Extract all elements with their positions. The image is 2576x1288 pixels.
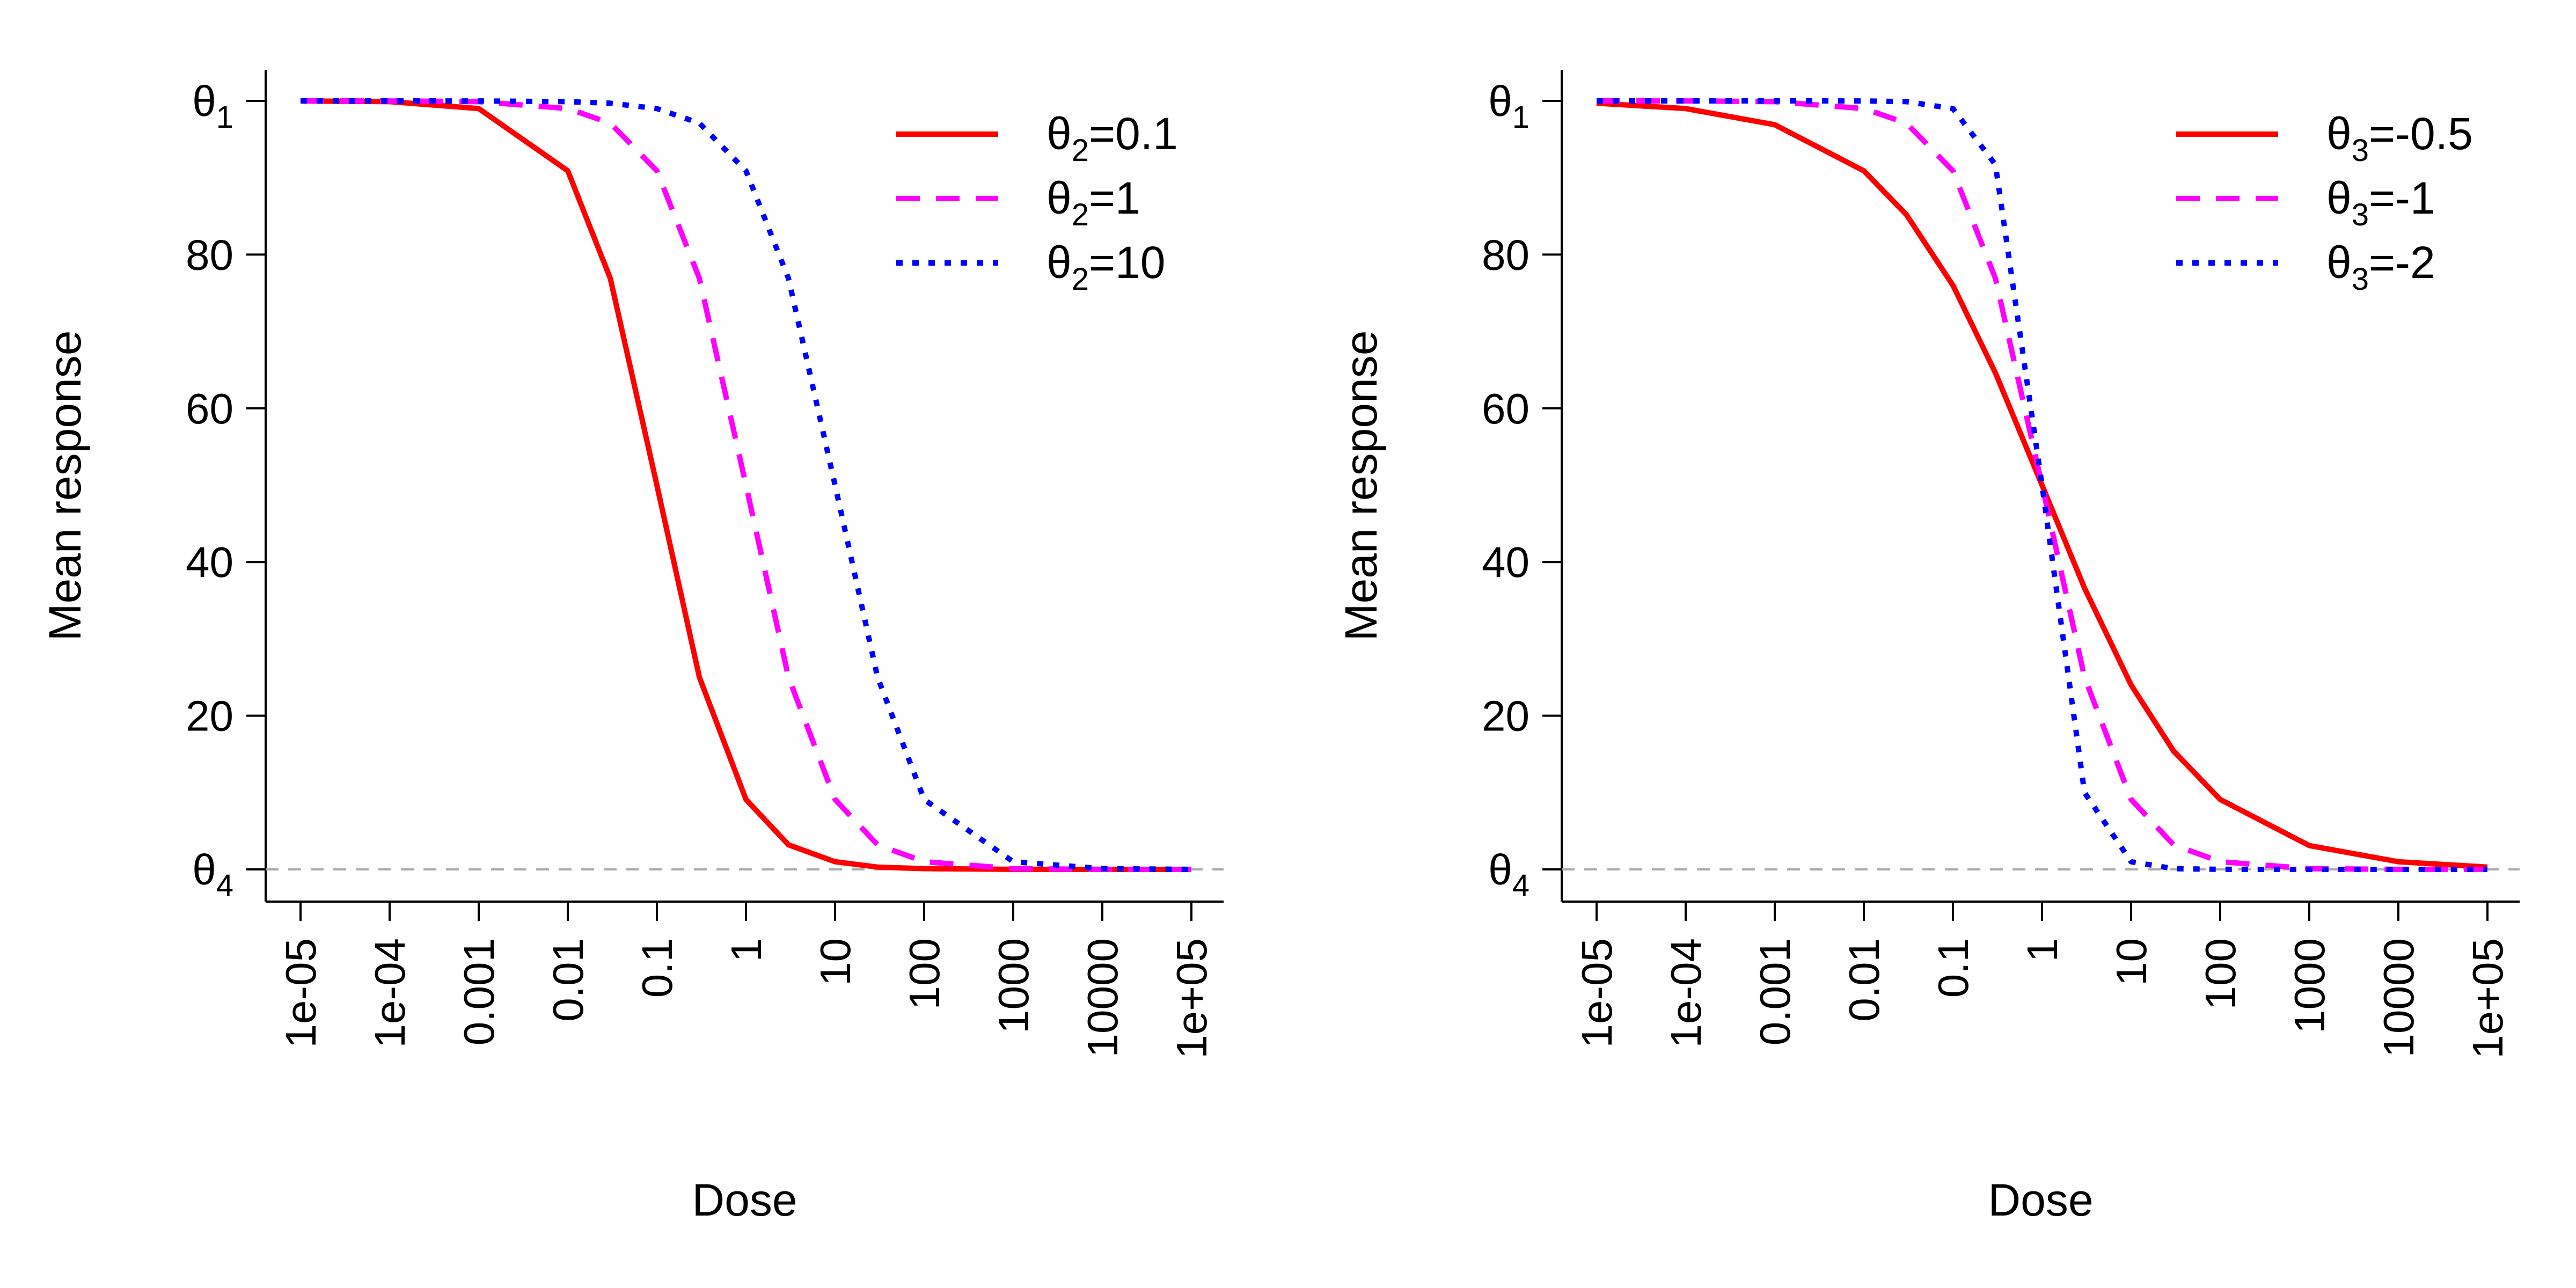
x-tick-label: 100 bbox=[2197, 938, 2244, 1009]
legend-label-0: θ3=-0.5 bbox=[2326, 108, 2473, 168]
x-axis-title: Dose bbox=[1988, 1175, 2093, 1225]
theta-subscript: 2 bbox=[1072, 197, 1089, 232]
theta-symbol: θ bbox=[192, 77, 216, 125]
x-tick-label: 1e-04 bbox=[1662, 938, 1710, 1048]
x-tick-label: 1000 bbox=[2286, 938, 2333, 1034]
y-tick-label: 80 bbox=[1482, 231, 1529, 279]
series-line-0 bbox=[1596, 100, 2488, 870]
legend-value: =-1 bbox=[2369, 173, 2435, 223]
theta-symbol: θ bbox=[2326, 108, 2352, 159]
legend-label-2: θ3=-2 bbox=[2326, 237, 2435, 297]
y-axis-title: Mean response bbox=[1336, 330, 1386, 641]
theta-symbol: θ bbox=[2326, 173, 2352, 223]
legend-label-1: θ2=1 bbox=[1046, 173, 1140, 232]
theta-subscript: 4 bbox=[216, 868, 233, 903]
series-line-0 bbox=[300, 98, 1191, 872]
y-tick-label: 80 bbox=[186, 231, 233, 279]
legend-value: =1 bbox=[1089, 173, 1140, 223]
x-tick-label: 0.1 bbox=[633, 938, 681, 998]
x-tick-label: 10000 bbox=[1079, 938, 1126, 1057]
legend-value: =10 bbox=[1089, 237, 1166, 288]
x-tick-label: 1e-05 bbox=[277, 938, 325, 1048]
x-tick-label: 1e+05 bbox=[1168, 938, 1216, 1059]
theta-subscript: 3 bbox=[2352, 262, 2369, 297]
theta-symbol: θ bbox=[1046, 237, 1072, 288]
x-tick-label: 1 bbox=[2018, 938, 2066, 962]
x-tick-label: 10 bbox=[2107, 938, 2155, 986]
x-tick-label: 1e+05 bbox=[2464, 938, 2512, 1059]
series-line-2 bbox=[301, 98, 1192, 872]
legend-value: =-0.5 bbox=[2369, 108, 2473, 159]
y-tick-label: 20 bbox=[1482, 692, 1529, 740]
theta-symbol: θ bbox=[1488, 77, 1512, 125]
x-tick-label: 0.001 bbox=[1751, 938, 1799, 1045]
legend-value: =0.1 bbox=[1089, 108, 1178, 159]
x-tick-label: 0.1 bbox=[1929, 938, 1977, 998]
x-tick-label: 1 bbox=[722, 938, 770, 962]
legend-value: =-2 bbox=[2369, 237, 2435, 288]
x-tick-label: 0.01 bbox=[544, 938, 592, 1022]
series-line-1 bbox=[300, 98, 1192, 872]
x-tick-label: 1e-05 bbox=[1573, 938, 1621, 1048]
x-tick-label: 1e-04 bbox=[366, 938, 414, 1048]
x-tick-label: 10 bbox=[811, 938, 859, 986]
theta-symbol: θ bbox=[1488, 846, 1512, 894]
y-tick-label: 60 bbox=[1482, 385, 1529, 433]
theta-subscript: 2 bbox=[1072, 262, 1089, 297]
legend-label-2: θ2=10 bbox=[1046, 237, 1165, 297]
theta-subscript: 2 bbox=[1072, 133, 1089, 168]
x-tick-label: 10000 bbox=[2375, 938, 2423, 1057]
x-tick-label: 100 bbox=[901, 938, 948, 1009]
theta-symbol: θ bbox=[1046, 108, 1072, 159]
series-line-1 bbox=[1596, 98, 2488, 872]
y-axis-title: Mean response bbox=[40, 330, 90, 641]
theta-subscript: 1 bbox=[216, 100, 233, 135]
theta-subscript: 1 bbox=[1512, 100, 1529, 135]
x-tick-label: 1000 bbox=[990, 938, 1037, 1034]
theta-symbol: θ bbox=[2326, 237, 2352, 288]
theta-symbol: θ bbox=[1046, 173, 1072, 223]
y-tick-label: 40 bbox=[1482, 538, 1529, 586]
theta-subscript: 4 bbox=[1512, 868, 1529, 903]
y-tick-label: θ1 bbox=[1488, 77, 1529, 135]
y-tick-label: θ4 bbox=[1488, 846, 1529, 903]
theta-subscript: 3 bbox=[2352, 133, 2369, 168]
theta-subscript: 3 bbox=[2352, 197, 2369, 232]
y-tick-label: 20 bbox=[186, 692, 233, 740]
x-axis-title: Dose bbox=[692, 1175, 797, 1225]
y-tick-label: 60 bbox=[186, 385, 233, 433]
theta-symbol: θ bbox=[192, 846, 216, 894]
legend-label-0: θ2=0.1 bbox=[1046, 108, 1178, 168]
legend-label-1: θ3=-1 bbox=[2326, 173, 2435, 232]
series-line-2 bbox=[1597, 98, 2487, 872]
x-tick-label: 0.001 bbox=[455, 938, 503, 1045]
y-tick-label: 40 bbox=[186, 538, 233, 586]
y-tick-label: θ1 bbox=[192, 77, 233, 135]
x-tick-label: 0.01 bbox=[1840, 938, 1888, 1022]
y-tick-label: θ4 bbox=[192, 846, 233, 903]
